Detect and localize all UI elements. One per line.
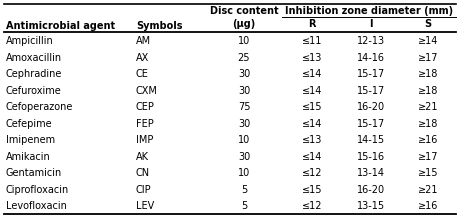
Text: Cefoperazone: Cefoperazone [6,102,73,112]
Text: Ampicillin: Ampicillin [6,36,54,46]
Text: 13-14: 13-14 [357,168,385,178]
Text: ≤11: ≤11 [302,36,322,46]
Text: ≤12: ≤12 [302,168,322,178]
Text: Cephradine: Cephradine [6,69,63,79]
Text: 16-20: 16-20 [357,185,385,195]
Text: CN: CN [136,168,150,178]
Text: 15-17: 15-17 [357,69,385,79]
Text: 13-15: 13-15 [357,201,385,211]
Text: ≥21: ≥21 [418,102,438,112]
Text: LEV: LEV [136,201,154,211]
Text: ≤14: ≤14 [302,86,322,96]
Text: 14-15: 14-15 [357,135,385,145]
Text: Amikacin: Amikacin [6,152,51,162]
Text: 75: 75 [238,102,250,112]
Text: ≥16: ≥16 [418,135,438,145]
Text: ≥15: ≥15 [418,168,438,178]
Text: 10: 10 [238,36,250,46]
Text: ≥18: ≥18 [418,86,438,96]
Text: ≤14: ≤14 [302,152,322,162]
Text: 30: 30 [238,152,250,162]
Text: ≥18: ≥18 [418,119,438,129]
Text: ≤15: ≤15 [302,102,322,112]
Text: ≤13: ≤13 [302,135,322,145]
Text: 30: 30 [238,86,250,96]
Text: ≥21: ≥21 [418,185,438,195]
Text: 15-16: 15-16 [357,152,385,162]
Text: CEP: CEP [136,102,155,112]
Text: AK: AK [136,152,149,162]
Text: AX: AX [136,53,149,63]
Text: CE: CE [136,69,149,79]
Text: 5: 5 [241,185,247,195]
Text: ≥17: ≥17 [418,53,438,63]
Text: ≤14: ≤14 [302,119,322,129]
Text: ≥14: ≥14 [418,36,438,46]
Text: Gentamicin: Gentamicin [6,168,62,178]
Text: I: I [369,19,373,29]
Text: ≥16: ≥16 [418,201,438,211]
Text: Imipenem: Imipenem [6,135,55,145]
Text: 15-17: 15-17 [357,119,385,129]
Text: 12-13: 12-13 [357,36,385,46]
Text: ≤13: ≤13 [302,53,322,63]
Text: S: S [424,19,431,29]
Text: 30: 30 [238,119,250,129]
Text: 25: 25 [238,53,250,63]
Text: 5: 5 [241,201,247,211]
Text: 14-16: 14-16 [357,53,385,63]
Text: CIP: CIP [136,185,152,195]
Text: Cefuroxime: Cefuroxime [6,86,62,96]
Text: Levofloxacin: Levofloxacin [6,201,67,211]
Text: 16-20: 16-20 [357,102,385,112]
Text: Inhibition zone diameter (mm): Inhibition zone diameter (mm) [285,6,453,16]
Text: ≤12: ≤12 [302,201,322,211]
Text: ≥18: ≥18 [418,69,438,79]
Text: Disc content: Disc content [210,6,278,16]
Text: 10: 10 [238,135,250,145]
Text: ≤14: ≤14 [302,69,322,79]
Text: Symbols: Symbols [136,21,182,31]
Text: R: R [308,19,316,29]
Text: 10: 10 [238,168,250,178]
Text: FEP: FEP [136,119,154,129]
Text: (μg): (μg) [232,19,255,29]
Text: CXM: CXM [136,86,158,96]
Text: 15-17: 15-17 [357,86,385,96]
Text: ≤15: ≤15 [302,185,322,195]
Text: ≥17: ≥17 [418,152,438,162]
Text: 30: 30 [238,69,250,79]
Text: Cefepime: Cefepime [6,119,53,129]
Text: AM: AM [136,36,151,46]
Text: IMP: IMP [136,135,154,145]
Text: Amoxacillin: Amoxacillin [6,53,62,63]
Text: Antimicrobial agent: Antimicrobial agent [6,21,115,31]
Text: Ciprofloxacin: Ciprofloxacin [6,185,69,195]
